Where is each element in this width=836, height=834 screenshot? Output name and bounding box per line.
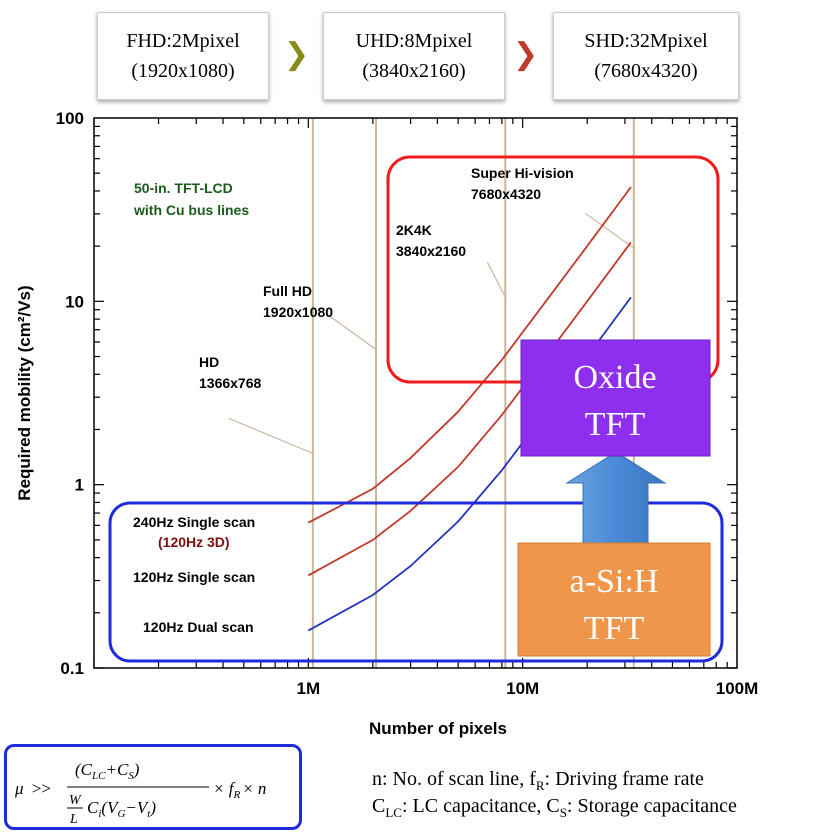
reference-leader-3 <box>584 212 635 249</box>
formula-den-g: G <box>117 808 125 820</box>
asi-tft-line2: TFT <box>584 610 645 647</box>
uhd-label: UHD:8Mpixel <box>355 30 473 52</box>
uhd-resolution: (3840x2160) <box>362 60 466 82</box>
svg-text:μ >>: μ >> <box>14 779 51 798</box>
series-label-120hz-single: 120Hz Single scan <box>133 569 255 585</box>
series-label-240hz: 240Hz Single scan <box>133 514 255 530</box>
formula-gtgt: >> <box>32 779 51 798</box>
fullhd-resolution-label: 1920x1080 <box>263 304 333 320</box>
series-sublabel-240hz: (120Hz 3D) <box>158 534 230 550</box>
formula-l: L <box>69 812 78 827</box>
formula-den-minus: −V <box>125 798 149 817</box>
upgrade-arrow-icon <box>565 451 667 546</box>
formula-num-sub2: S <box>128 770 134 782</box>
note1-b: : Driving frame rate <box>544 768 704 790</box>
y-tick-label: 0.1 <box>60 659 84 678</box>
formula-times-n: × n <box>242 779 266 798</box>
formula-w: W <box>69 793 82 808</box>
formula-f-sub: R <box>232 789 240 801</box>
formula-times-f: × f <box>213 779 236 798</box>
chevron-right-icon: ❯ <box>513 37 539 72</box>
x-tick-label: 1M <box>297 679 321 698</box>
y-tick-label: 100 <box>56 109 84 128</box>
formula-den-i: i <box>98 808 101 820</box>
shv-resolution-label: 7680x4320 <box>471 186 541 202</box>
2k4k-label: 2K4K <box>396 222 432 238</box>
note-line1: n: No. of scan line, fR: Driving frame r… <box>372 768 704 794</box>
x-tick-label: 10M <box>506 679 539 698</box>
series-line-1 <box>307 241 632 577</box>
note1-a: n: No. of scan line, f <box>372 768 536 790</box>
reference-leader-1 <box>327 314 377 351</box>
y-tick-label: 10 <box>65 292 84 311</box>
shd-label: SHD:32Mpixel <box>584 30 708 52</box>
formula-den-close: ) <box>149 798 156 817</box>
formula-num-plus: +C <box>105 760 128 779</box>
y-axis-title: Required mobility (cm²/Vs) <box>15 285 34 500</box>
formula-num-sub1: LC <box>91 770 106 782</box>
uhd-box: UHD:8Mpixel (3840x2160) <box>323 12 505 100</box>
shd-box: SHD:32Mpixel (7680x4320) <box>553 12 739 100</box>
fhd-box: FHD:2Mpixel (1920x1080) <box>97 12 269 100</box>
shv-label: Super Hi-vision <box>471 165 574 181</box>
fhd-label: FHD:2Mpixel <box>126 30 240 52</box>
chevron-right-icon: ❯ <box>284 37 310 72</box>
2k4k-resolution-label: 3840x2160 <box>396 243 466 259</box>
y-tick-label: 1 <box>75 476 84 495</box>
svg-text:(CLC+CS): (CLC+CS) <box>75 760 140 782</box>
chart-annotation-line1: 50-in. TFT-LCD <box>134 180 233 196</box>
hd-resolution-label: 1366x768 <box>199 375 262 391</box>
note1-sub: R <box>535 778 545 793</box>
asi-tft-box <box>517 542 711 657</box>
x-axis-title: Number of pixels <box>369 719 507 738</box>
note2-sub2: S <box>559 805 567 820</box>
asi-region-highlight <box>108 501 724 663</box>
note2-sub1: LC <box>385 805 402 820</box>
x-tick-label: 100M <box>716 679 759 698</box>
note-line2: CLC: LC capacitance, CS: Storage capacit… <box>372 795 737 821</box>
note2-b: : LC capacitance, C <box>401 795 560 817</box>
chart-annotation-line2: with Cu bus lines <box>133 202 249 218</box>
formula-den-t: t <box>147 808 151 820</box>
formula-num-c: (C <box>75 760 93 779</box>
formula-den-v: (V <box>101 798 120 817</box>
fhd-resolution: (1920x1080) <box>131 60 235 82</box>
shd-resolution: (7680x4320) <box>594 60 698 82</box>
reference-leader-2 <box>486 261 506 298</box>
asi-tft-line1: a-Si:H <box>570 563 659 600</box>
mobility-formula: μ >> (CLC+CS) W L Ci(VG−Vt) × fR × n <box>4 744 302 830</box>
note2-c: : Storage capacitance <box>566 795 737 817</box>
reference-leader-0 <box>228 417 314 454</box>
svg-text:Ci(VG−Vt): Ci(VG−Vt) <box>87 798 156 820</box>
hd-label: HD <box>199 354 219 370</box>
plot-frame <box>93 117 738 669</box>
formula-num-close: ) <box>133 760 140 779</box>
oxide-tft-box <box>520 339 711 457</box>
series-line-0 <box>307 186 632 524</box>
formula-den-c: C <box>87 798 99 817</box>
svg-text:× fR× n: × fR × n <box>213 779 266 801</box>
note2-a: C <box>372 795 386 817</box>
series-label-120hz-dual: 120Hz Dual scan <box>143 619 254 635</box>
fullhd-label: Full HD <box>263 283 312 299</box>
oxide-tft-line2: TFT <box>585 406 646 443</box>
mobility-chart: 1M 10M 100M 0.1 1 10 100 50-in. TFT-LCD with C… <box>15 109 759 738</box>
oxide-tft-line1: Oxide <box>573 359 656 396</box>
formula-mu: μ <box>14 779 24 798</box>
